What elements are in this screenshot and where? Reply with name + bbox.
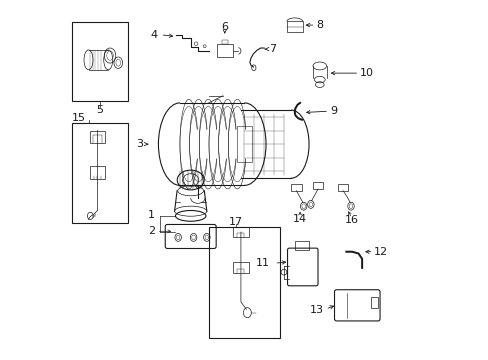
Text: 1: 1	[147, 210, 155, 220]
Bar	[237, 126, 251, 162]
Bar	[208, 226, 280, 338]
Text: 12: 12	[373, 247, 387, 257]
Text: 15: 15	[72, 113, 86, 123]
Text: 10: 10	[359, 68, 373, 78]
Bar	[89, 131, 105, 143]
Bar	[233, 262, 248, 273]
Bar	[370, 297, 378, 308]
Bar	[312, 182, 323, 189]
Text: 3: 3	[136, 139, 143, 149]
Bar	[217, 44, 232, 57]
Bar	[222, 40, 227, 44]
Bar	[290, 184, 301, 191]
Bar	[89, 166, 105, 179]
Text: 7: 7	[268, 44, 275, 54]
Bar	[72, 22, 128, 101]
Text: 14: 14	[292, 215, 306, 224]
Text: 2: 2	[147, 226, 155, 236]
Text: 9: 9	[329, 106, 336, 116]
Text: 8: 8	[316, 20, 323, 30]
Text: 17: 17	[228, 217, 242, 226]
Bar	[286, 22, 302, 32]
Text: 6: 6	[221, 22, 228, 32]
Bar	[72, 123, 128, 223]
Text: 5: 5	[96, 105, 103, 115]
Bar	[294, 241, 308, 250]
Text: 16: 16	[345, 215, 358, 225]
Text: 11: 11	[256, 258, 270, 268]
Text: 13: 13	[309, 305, 324, 315]
Bar	[233, 226, 248, 237]
Text: 4: 4	[150, 30, 158, 40]
Bar	[337, 184, 348, 191]
